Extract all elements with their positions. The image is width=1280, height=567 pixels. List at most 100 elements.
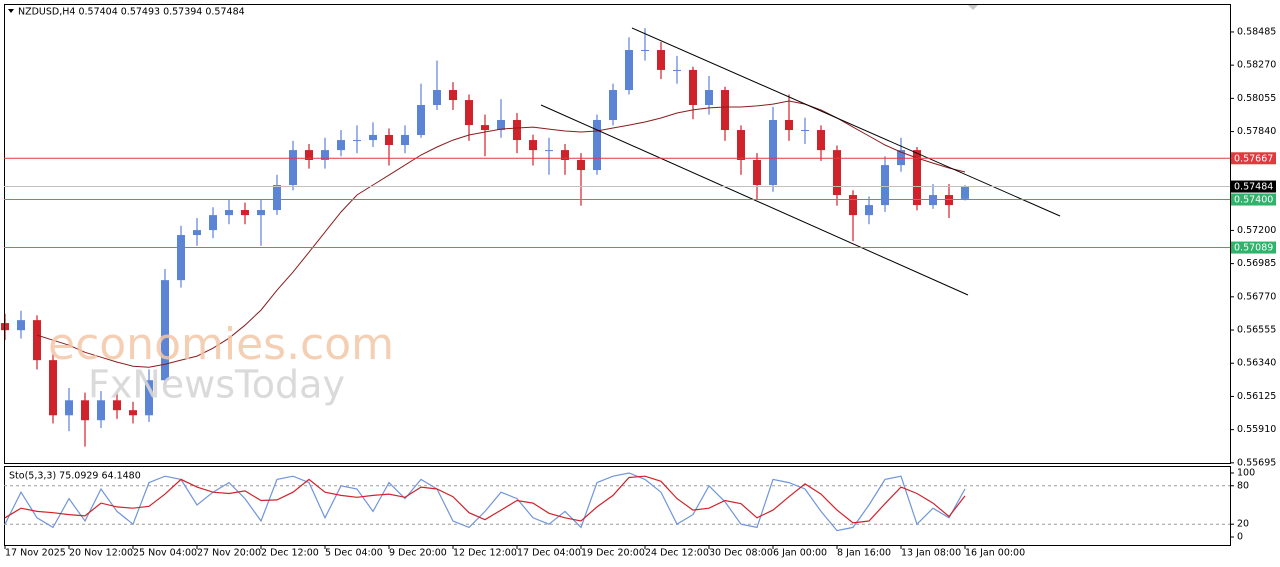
y-tick-label: 0.57200 xyxy=(1237,225,1276,236)
x-tick-label: 8 Jan 16:00 xyxy=(837,548,891,559)
price-level-label: 0.57667 xyxy=(1234,153,1273,164)
candle-body xyxy=(17,320,25,331)
y-tick-label: 20 xyxy=(1237,519,1249,530)
candle-body xyxy=(449,90,457,101)
y-tick-label: 0.57840 xyxy=(1237,126,1276,137)
candle-body xyxy=(257,210,265,216)
price-level-box xyxy=(1231,241,1276,254)
price-level-box xyxy=(1231,193,1276,206)
candle-body xyxy=(769,119,777,186)
x-tick-label: 30 Dec 08:00 xyxy=(709,548,773,559)
candle-body xyxy=(897,150,905,166)
price-frame xyxy=(4,4,1231,464)
oscillator-line xyxy=(4,472,966,532)
price-level-label: 0.57089 xyxy=(1234,243,1273,254)
candle-body xyxy=(929,195,937,206)
y-tick-label: 0.56340 xyxy=(1237,358,1276,369)
price-panel xyxy=(1,28,969,447)
candle-body xyxy=(145,380,153,416)
x-tick-label: 6 Jan 00:00 xyxy=(773,548,827,559)
x-tick-label: 27 Nov 20:00 xyxy=(197,548,261,559)
candle-body xyxy=(881,165,889,206)
candle-body xyxy=(513,119,521,141)
x-tick-label: 25 Nov 04:00 xyxy=(133,548,197,559)
candle-body xyxy=(465,100,473,126)
candle-body xyxy=(801,130,809,132)
candle-body xyxy=(433,90,441,106)
candle-body xyxy=(337,140,345,151)
candle-body xyxy=(609,90,617,120)
y-tick-label: 100 xyxy=(1237,467,1255,478)
candle-body xyxy=(113,400,121,411)
candle-body xyxy=(401,134,409,146)
candle-body xyxy=(721,90,729,131)
price-level-box xyxy=(1231,180,1276,193)
y-tick-label: 0.58485 xyxy=(1237,26,1276,37)
y-tick-label: 0.56985 xyxy=(1237,258,1276,269)
candle-body xyxy=(225,210,233,216)
candle-body xyxy=(641,50,649,52)
y-tick-label: 0.58055 xyxy=(1237,93,1276,104)
candle-body xyxy=(417,105,425,135)
candle-body xyxy=(273,185,281,211)
candle-body xyxy=(129,410,137,416)
candle-body xyxy=(529,140,537,151)
candle-body xyxy=(321,150,329,160)
candle-body xyxy=(945,195,953,206)
x-tick-label: 19 Dec 20:00 xyxy=(581,548,645,559)
x-tick-label: 9 Dec 20:00 xyxy=(389,548,447,559)
candle-body xyxy=(209,215,217,231)
candle-body xyxy=(785,119,793,131)
candle-body xyxy=(705,90,713,106)
y-tick-label: 0.58270 xyxy=(1237,60,1276,71)
candle-body xyxy=(561,150,569,160)
chart-title: NZDUSD,H4 0.57404 0.57493 0.57394 0.5748… xyxy=(18,7,245,18)
x-tick-label: 5 Dec 04:00 xyxy=(325,548,383,559)
candle-body xyxy=(817,130,825,151)
menu-arrow[interactable] xyxy=(8,9,14,13)
trend-line xyxy=(631,27,1061,217)
candle-body xyxy=(849,195,857,216)
y-tick-label: 0.55910 xyxy=(1237,424,1276,435)
candle-body xyxy=(49,360,57,416)
oscillator-line xyxy=(4,475,966,524)
candle-body xyxy=(289,150,297,186)
candle-body xyxy=(177,235,185,281)
y-tick-label: 0.56770 xyxy=(1237,291,1276,302)
candle-body xyxy=(33,320,41,361)
candle-body xyxy=(865,205,873,216)
y-tick-label: 0.56555 xyxy=(1237,325,1276,336)
x-tick-label: 12 Dec 12:00 xyxy=(453,548,517,559)
x-tick-label: 17 Dec 04:00 xyxy=(517,548,581,559)
candle-body xyxy=(545,150,553,152)
candle-body xyxy=(833,150,841,196)
scroll-marker xyxy=(968,5,978,10)
candle-body xyxy=(657,50,665,70)
x-tick-label: 13 Jan 08:00 xyxy=(901,548,961,559)
price-level-box xyxy=(1231,152,1276,165)
watermark: economies.com xyxy=(48,319,394,370)
oscillator-title: Sto(5,3,3) 75.0929 64.1480 xyxy=(9,471,141,482)
y-tick-label: 0.56125 xyxy=(1237,391,1276,402)
x-tick-label: 24 Dec 12:00 xyxy=(645,548,709,559)
candle-body xyxy=(305,150,313,160)
candle-body xyxy=(97,400,105,421)
candle-body xyxy=(497,119,505,131)
x-tick-label: 16 Jan 00:00 xyxy=(965,548,1025,559)
candle-body xyxy=(65,400,73,416)
candle-body xyxy=(737,130,745,160)
candle-body xyxy=(673,69,681,71)
oscillator-frame xyxy=(4,466,1231,546)
x-tick-label: 2 Dec 12:00 xyxy=(261,548,319,559)
watermark: FxNewsToday xyxy=(88,363,345,407)
y-tick-label: 0 xyxy=(1237,531,1243,542)
candle-body xyxy=(689,69,697,106)
candle-body xyxy=(913,150,921,206)
candle-body xyxy=(577,159,585,171)
candle-body xyxy=(481,125,489,131)
candle-body xyxy=(353,140,361,142)
y-tick-label: 80 xyxy=(1237,480,1249,491)
candle-body xyxy=(593,119,601,171)
